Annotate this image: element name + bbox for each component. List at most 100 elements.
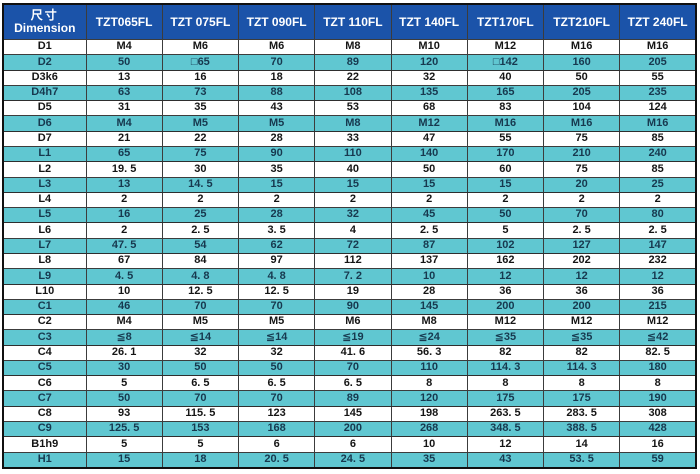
table-row: L7 47. 5 54 62 72 87 102 127 147 [2,237,697,254]
table-cell: 2 [542,191,621,209]
table-row: C7 50 70 70 89 120 175 175 190 [2,390,697,407]
table-cell: 145 [390,298,468,316]
table-cell: 32 [314,207,392,224]
table-cell: 205 [619,54,697,71]
table-cell: □65 [161,54,240,71]
row-label: B1h9 [2,436,87,453]
table-cell: 205 [542,84,621,102]
table-cell: 53 [314,100,392,117]
table-cell: M8 [314,38,392,56]
row-label: L1 [2,145,87,163]
table-cell: 4. 5 [85,268,163,285]
table-cell: 160 [542,54,621,71]
table-cell: 170 [466,145,545,163]
table-cell: 25 [161,207,240,224]
corner-header-zh: 尺寸 [30,8,59,23]
row-label: H1 [2,451,87,469]
row-label: C4 [2,344,87,361]
table-cell: 135 [390,84,468,102]
table-row: D5 31 35 43 53 68 83 104 124 [2,100,697,117]
table-cell: 263. 5 [466,405,545,423]
table-cell: 2. 5 [390,222,468,239]
table-cell: 108 [314,84,392,102]
table-cell: 55 [619,69,697,86]
table-cell: 50 [85,390,163,407]
table-cell: 82. 5 [619,344,697,361]
table-cell: 12 [542,268,621,285]
table-cell: 70 [237,298,316,316]
table-cell: 6. 5 [237,375,316,392]
table-cell: 47 [390,130,468,147]
table-cell: 18 [237,69,316,86]
table-row: C9 125. 5 153 168 200 268 348. 5 388. 5 428 [2,421,697,438]
table-header-row: 尺寸 Dimension TZT065FL TZT 075FL TZT 090FL T… [2,3,697,40]
table-row: H1 15 18 20. 5 24. 5 35 43 53. 5 59 [2,451,697,469]
table-cell: 85 [619,130,697,147]
row-label: L4 [2,191,87,209]
table-cell: 2. 5 [542,222,621,239]
row-label: L3 [2,176,87,193]
table-cell: 70 [161,298,240,316]
table-cell: 175 [542,390,621,407]
column-header: TZT210FL [542,3,621,40]
row-label: C7 [2,390,87,407]
table-cell: ≦8 [85,329,163,346]
table-cell: 80 [619,207,697,224]
table-cell: 43 [237,100,316,117]
table-cell: M10 [390,38,468,56]
table-cell: 54 [161,237,240,254]
table-cell: M12 [619,314,697,331]
table-cell: 36 [542,283,621,300]
row-label: L9 [2,268,87,285]
table-cell: 21 [85,130,163,147]
table-cell: M6 [314,314,392,331]
table-cell: M16 [542,115,621,132]
table-row: L1 65 75 90 110 140 170 210 240 [2,145,697,163]
table-cell: 83 [466,100,545,117]
table-cell: 88 [237,84,316,102]
corner-header-cell: 尺寸 Dimension [2,3,87,40]
table-cell: 112 [314,252,392,270]
table-cell: 35 [237,161,316,178]
table-cell: 120 [390,390,468,407]
table-cell: 70 [161,390,240,407]
table-cell: 147 [619,237,697,254]
table-cell: 30 [161,161,240,178]
table-cell: 6 [237,436,316,453]
table-cell: M5 [237,314,316,331]
table-cell: 10 [85,283,163,300]
table-cell: 75 [542,130,621,147]
table-cell: 10 [390,436,468,453]
table-cell: 5 [466,222,545,239]
table-row: L10 10 12. 5 12. 5 19 28 36 36 36 [2,283,697,300]
table-cell: 72 [314,237,392,254]
table-row: B1h9 5 5 6 6 10 12 14 16 [2,436,697,453]
table-cell: 84 [161,252,240,270]
table-cell: M4 [85,115,163,132]
table-cell: 2 [161,191,240,209]
table-row: C3 ≦8 ≦14 ≦14 ≦19 ≦24 ≦35 ≦35 ≦42 [2,329,697,346]
row-label: L8 [2,252,87,270]
row-label: C2 [2,314,87,331]
table-cell: M8 [314,115,392,132]
table-cell: M5 [237,115,316,132]
table-row: L3 13 14. 5 15 15 15 15 20 25 [2,176,697,193]
table-cell: 15 [466,176,545,193]
table-cell: 2 [619,191,697,209]
table-row: L6 2 2. 5 3. 5 4 2. 5 5 2. 5 2. 5 [2,222,697,239]
table-cell: 215 [619,298,697,316]
table-cell: 25 [619,176,697,193]
row-label: D1 [2,38,87,56]
table-cell: 50 [237,359,316,377]
row-label: D6 [2,115,87,132]
row-label: C5 [2,359,87,377]
table-cell: 235 [619,84,697,102]
column-header: TZT170FL [466,3,545,40]
table-row: L8 67 84 97 112 137 162 202 232 [2,252,697,270]
table-cell: 137 [390,252,468,270]
table-cell: 200 [542,298,621,316]
table-cell: M6 [161,38,240,56]
table-row: C4 26. 1 32 32 41. 6 56. 3 82 82 82. 5 [2,344,697,361]
table-cell: 12 [466,268,545,285]
